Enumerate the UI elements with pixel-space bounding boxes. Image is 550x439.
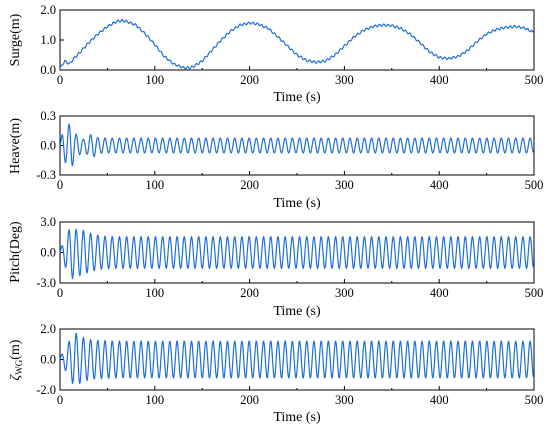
heave-x-tick-label: 100 (145, 178, 164, 192)
pitch-x-tick-label: 100 (145, 286, 164, 300)
surge-y-tick-label: 2.0 (40, 3, 56, 17)
surge-x-axis-label: Time (s) (273, 90, 321, 105)
pitch-y-tick-label: 3.0 (40, 215, 56, 229)
heave-x-axis-label: Time (s) (273, 196, 321, 211)
surge-y-tick-label: 0.0 (40, 63, 56, 77)
wave-gauge-y-label-symbol: ζ (8, 373, 23, 380)
pitch-series-line (59, 228, 535, 280)
heave-x-tick-label: 200 (240, 178, 259, 192)
pitch-x-tick-label: 300 (335, 286, 354, 300)
pitch-x-tick-label: 200 (240, 286, 259, 300)
wave-gauge-x-tick-label: 0 (57, 393, 63, 407)
pitch-x-tick-label: 0 (57, 286, 63, 300)
heave-x-tick-label: 300 (335, 178, 354, 192)
surge-y-axis-label: Surge(m) (8, 13, 23, 66)
wave-gauge-y-tick-label: 2.0 (40, 322, 56, 336)
pitch-ticks: 0 100 200 300 400 500 -3.0 0.0 3.0 (36, 215, 543, 300)
surge-x-tick-label: 200 (240, 73, 259, 87)
heave-y-tick-label: -0.3 (36, 168, 56, 182)
wave-gauge-y-label-unit: (m) (8, 339, 23, 360)
wave-gauge-x-tick-label: 500 (525, 393, 544, 407)
heave-y-axis-label: Heave(m) (8, 118, 23, 174)
heave-x-tick-label: 500 (525, 178, 544, 192)
surge-ticks: 0 100 200 300 400 500 0.0 1.0 2.0 (40, 3, 543, 87)
pitch-panel: 0 100 200 300 400 500 -3.0 0.0 3.0 Time (s) Pitc… (8, 215, 543, 319)
surge-series-line (59, 18, 535, 70)
surge-x-tick-label: 100 (145, 73, 164, 87)
wave-gauge-y-tick-label: 0.0 (40, 353, 56, 367)
pitch-x-tick-label: 400 (430, 286, 449, 300)
heave-y-tick-label: 0.0 (40, 139, 56, 153)
pitch-x-tick-label: 500 (525, 286, 544, 300)
wave-gauge-x-axis-label: Time (s) (273, 410, 321, 425)
heave-y-tick-label: 0.3 (40, 109, 56, 123)
surge-y-tick-label: 1.0 (40, 33, 56, 47)
pitch-y-tick-label: -3.0 (36, 276, 56, 290)
wave-gauge-x-tick-label: 200 (240, 393, 259, 407)
wave-gauge-y-tick-label: -2.0 (36, 383, 56, 397)
surge-x-tick-label: 300 (335, 73, 354, 87)
surge-panel: 0 100 200 300 400 500 0.0 1.0 2.0 Time (s) Surge… (8, 3, 543, 105)
wave-gauge-y-axis-label: ζWG(m) (8, 339, 24, 380)
wave-gauge-ticks: 0 100 200 300 400 500 -2.0 0.0 2.0 (36, 322, 543, 407)
wave-gauge-series-line (59, 332, 535, 385)
pitch-y-axis-label: Pitch(Deg) (8, 221, 23, 283)
wave-gauge-x-tick-label: 100 (145, 393, 164, 407)
wave-gauge-x-tick-label: 400 (430, 393, 449, 407)
surge-x-tick-label: 400 (430, 73, 449, 87)
heave-series-line (59, 123, 535, 167)
wave-gauge-panel: 0 100 200 300 400 500 -2.0 0.0 2.0 Time (s) ζWG(… (8, 322, 543, 425)
heave-x-tick-label: 0 (57, 178, 63, 192)
surge-x-tick-label: 0 (57, 73, 63, 87)
surge-plot-frame (59, 9, 535, 71)
pitch-y-tick-label: 0.0 (40, 246, 56, 260)
pitch-x-axis-label: Time (s) (273, 304, 321, 319)
surge-x-tick-label: 500 (525, 73, 544, 87)
heave-x-tick-label: 400 (430, 178, 449, 192)
heave-ticks: 0 100 200 300 400 500 -0.3 0.0 0.3 (36, 109, 543, 192)
wave-gauge-y-label-subscript: WG (14, 359, 24, 374)
wave-gauge-x-tick-label: 300 (335, 393, 354, 407)
heave-panel: 0 100 200 300 400 500 -0.3 0.0 0.3 Time (s) Heav… (8, 109, 543, 211)
